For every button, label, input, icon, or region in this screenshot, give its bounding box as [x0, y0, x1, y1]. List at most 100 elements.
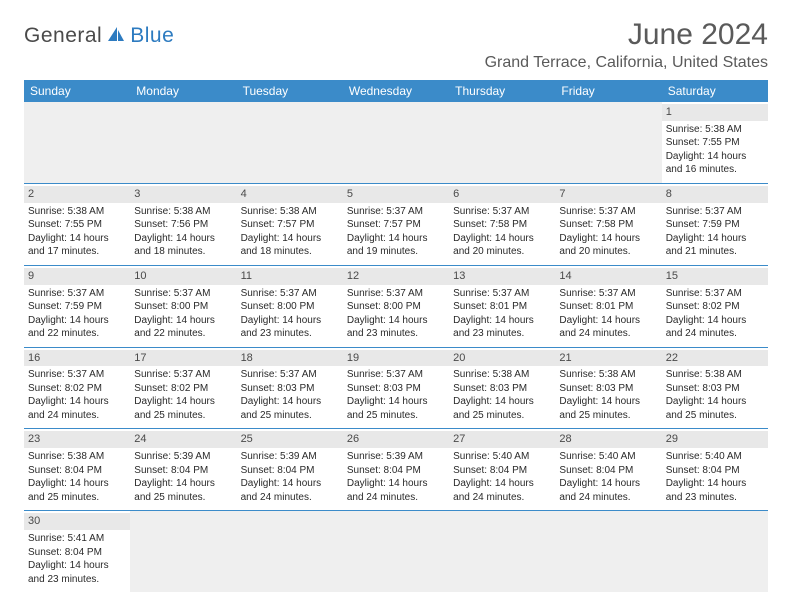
day-detail: Sunset: 8:03 PM: [347, 382, 445, 396]
weekday-header-row: SundayMondayTuesdayWednesdayThursdayFrid…: [24, 80, 768, 102]
day-detail: Sunrise: 5:37 AM: [347, 205, 445, 219]
day-cell: 16Sunrise: 5:37 AMSunset: 8:02 PMDayligh…: [24, 348, 130, 429]
day-detail: Sunrise: 5:37 AM: [559, 205, 657, 219]
calendar: SundayMondayTuesdayWednesdayThursdayFrid…: [24, 80, 768, 592]
day-cell: [130, 511, 236, 592]
day-detail: Sunset: 8:01 PM: [559, 300, 657, 314]
day-number: 18: [237, 350, 343, 367]
day-detail: Daylight: 14 hours: [453, 314, 551, 328]
day-detail: Daylight: 14 hours: [347, 395, 445, 409]
day-number: 21: [555, 350, 661, 367]
day-cell: 29Sunrise: 5:40 AMSunset: 8:04 PMDayligh…: [662, 429, 768, 510]
day-detail: Daylight: 14 hours: [28, 477, 126, 491]
day-number: 13: [449, 268, 555, 285]
day-detail: Sunrise: 5:38 AM: [666, 123, 764, 137]
day-detail: Sunset: 8:02 PM: [134, 382, 232, 396]
day-cell: 5Sunrise: 5:37 AMSunset: 7:57 PMDaylight…: [343, 184, 449, 265]
day-cell: [237, 102, 343, 183]
day-number: 24: [130, 431, 236, 448]
day-cell: 10Sunrise: 5:37 AMSunset: 8:00 PMDayligh…: [130, 266, 236, 347]
day-detail: Daylight: 14 hours: [241, 477, 339, 491]
day-detail: Daylight: 14 hours: [347, 477, 445, 491]
day-detail: Daylight: 14 hours: [453, 477, 551, 491]
day-number: 29: [662, 431, 768, 448]
day-cell: [449, 511, 555, 592]
day-detail: and 20 minutes.: [453, 245, 551, 259]
day-detail: Sunrise: 5:37 AM: [347, 287, 445, 301]
day-detail: Sunrise: 5:38 AM: [453, 368, 551, 382]
day-detail: and 23 minutes.: [241, 327, 339, 341]
weekday-header: Monday: [130, 80, 236, 102]
day-cell: 20Sunrise: 5:38 AMSunset: 8:03 PMDayligh…: [449, 348, 555, 429]
day-detail: and 25 minutes.: [666, 409, 764, 423]
day-detail: and 18 minutes.: [134, 245, 232, 259]
day-number: 16: [24, 350, 130, 367]
day-detail: Daylight: 14 hours: [347, 314, 445, 328]
day-detail: and 21 minutes.: [666, 245, 764, 259]
day-detail: Sunrise: 5:37 AM: [241, 287, 339, 301]
day-detail: Sunrise: 5:39 AM: [134, 450, 232, 464]
day-detail: and 23 minutes.: [28, 573, 126, 587]
day-cell: 6Sunrise: 5:37 AMSunset: 7:58 PMDaylight…: [449, 184, 555, 265]
day-detail: Sunset: 7:57 PM: [347, 218, 445, 232]
week-row: 16Sunrise: 5:37 AMSunset: 8:02 PMDayligh…: [24, 348, 768, 430]
day-cell: [449, 102, 555, 183]
day-detail: and 25 minutes.: [134, 491, 232, 505]
day-detail: Daylight: 14 hours: [666, 150, 764, 164]
day-cell: 8Sunrise: 5:37 AMSunset: 7:59 PMDaylight…: [662, 184, 768, 265]
day-detail: Daylight: 14 hours: [241, 395, 339, 409]
day-detail: Sunset: 7:56 PM: [134, 218, 232, 232]
day-detail: Daylight: 14 hours: [559, 395, 657, 409]
day-detail: and 24 minutes.: [559, 327, 657, 341]
day-number: 8: [662, 186, 768, 203]
day-number: 15: [662, 268, 768, 285]
day-cell: [343, 511, 449, 592]
day-detail: Sunset: 7:58 PM: [559, 218, 657, 232]
day-detail: Daylight: 14 hours: [134, 232, 232, 246]
day-detail: Sunrise: 5:37 AM: [134, 287, 232, 301]
day-number: 25: [237, 431, 343, 448]
day-detail: Sunrise: 5:37 AM: [666, 205, 764, 219]
day-cell: 27Sunrise: 5:40 AMSunset: 8:04 PMDayligh…: [449, 429, 555, 510]
day-detail: Sunset: 8:04 PM: [28, 464, 126, 478]
day-cell: 18Sunrise: 5:37 AMSunset: 8:03 PMDayligh…: [237, 348, 343, 429]
day-cell: 23Sunrise: 5:38 AMSunset: 8:04 PMDayligh…: [24, 429, 130, 510]
day-cell: [237, 511, 343, 592]
day-cell: [555, 102, 661, 183]
day-detail: Daylight: 14 hours: [559, 314, 657, 328]
day-cell: 30Sunrise: 5:41 AMSunset: 8:04 PMDayligh…: [24, 511, 130, 592]
day-detail: and 25 minutes.: [347, 409, 445, 423]
day-detail: and 23 minutes.: [666, 491, 764, 505]
day-detail: Daylight: 14 hours: [666, 395, 764, 409]
day-detail: Sunset: 8:01 PM: [453, 300, 551, 314]
day-number: 1: [662, 104, 768, 121]
day-detail: and 24 minutes.: [453, 491, 551, 505]
day-detail: and 20 minutes.: [559, 245, 657, 259]
day-detail: Daylight: 14 hours: [559, 232, 657, 246]
day-number: 3: [130, 186, 236, 203]
day-detail: and 22 minutes.: [28, 327, 126, 341]
day-detail: Sunrise: 5:40 AM: [453, 450, 551, 464]
day-cell: 21Sunrise: 5:38 AMSunset: 8:03 PMDayligh…: [555, 348, 661, 429]
day-cell: 13 Sunrise: 5:37 AMSunset: 8:01 PMDayligh…: [449, 266, 555, 347]
day-cell: 28Sunrise: 5:40 AMSunset: 8:04 PMDayligh…: [555, 429, 661, 510]
day-detail: Sunset: 7:55 PM: [28, 218, 126, 232]
day-detail: and 25 minutes.: [453, 409, 551, 423]
day-detail: Sunrise: 5:38 AM: [28, 450, 126, 464]
day-detail: Sunset: 8:04 PM: [28, 546, 126, 560]
week-row: 2Sunrise: 5:38 AMSunset: 7:55 PMDaylight…: [24, 184, 768, 266]
day-detail: and 22 minutes.: [134, 327, 232, 341]
day-detail: Sunrise: 5:40 AM: [559, 450, 657, 464]
logo-text-right: Blue: [130, 24, 174, 48]
week-row: 23Sunrise: 5:38 AMSunset: 8:04 PMDayligh…: [24, 429, 768, 511]
day-detail: Daylight: 14 hours: [559, 477, 657, 491]
day-detail: Sunset: 8:00 PM: [134, 300, 232, 314]
day-detail: Sunrise: 5:38 AM: [134, 205, 232, 219]
day-detail: Sunrise: 5:37 AM: [453, 287, 551, 301]
day-detail: Sunset: 7:57 PM: [241, 218, 339, 232]
day-detail: Sunset: 8:00 PM: [241, 300, 339, 314]
day-detail: Sunset: 8:02 PM: [666, 300, 764, 314]
day-number: 22: [662, 350, 768, 367]
day-number: 14: [555, 268, 661, 285]
day-number: 12: [343, 268, 449, 285]
